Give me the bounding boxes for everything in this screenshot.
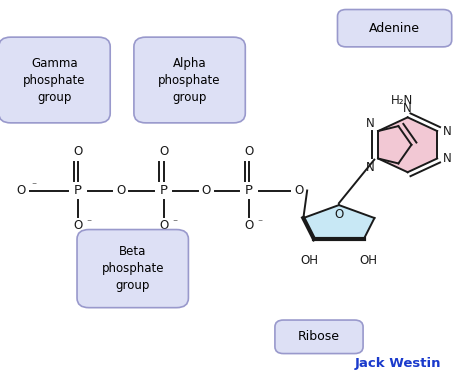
Text: P: P [74, 184, 82, 197]
Polygon shape [303, 205, 374, 239]
FancyBboxPatch shape [77, 229, 189, 308]
Text: O: O [244, 145, 254, 158]
Text: N: N [443, 125, 452, 138]
Text: Beta
phosphate
group: Beta phosphate group [101, 245, 164, 292]
Text: N: N [365, 117, 374, 130]
Text: ⁻: ⁻ [172, 218, 177, 228]
Text: H₂N: H₂N [391, 94, 413, 107]
Text: O: O [159, 145, 168, 158]
Text: Ribose: Ribose [298, 330, 340, 343]
Text: O: O [116, 184, 126, 197]
Text: N: N [443, 152, 452, 165]
Text: ⁻: ⁻ [87, 218, 92, 228]
Text: ⁻: ⁻ [257, 218, 263, 228]
Polygon shape [378, 126, 411, 163]
Polygon shape [378, 117, 437, 172]
Text: O: O [159, 219, 168, 232]
FancyBboxPatch shape [134, 37, 246, 123]
Text: O: O [334, 208, 344, 221]
Text: O: O [17, 184, 26, 197]
Text: O: O [294, 184, 303, 197]
FancyBboxPatch shape [337, 10, 452, 47]
Text: N: N [365, 161, 374, 174]
Text: P: P [245, 184, 253, 197]
Text: Adenine: Adenine [369, 22, 420, 35]
Text: P: P [160, 184, 167, 197]
Text: Jack Westin: Jack Westin [355, 357, 441, 370]
Text: ⁻: ⁻ [31, 181, 36, 191]
Text: O: O [244, 219, 254, 232]
Text: OH: OH [301, 254, 318, 267]
Text: O: O [73, 145, 83, 158]
Text: N: N [403, 102, 412, 115]
Text: OH: OH [360, 254, 377, 267]
Text: Gamma
phosphate
group: Gamma phosphate group [23, 56, 86, 104]
Text: O: O [73, 219, 83, 232]
FancyBboxPatch shape [0, 37, 110, 123]
FancyBboxPatch shape [275, 320, 363, 354]
Text: Alpha
phosphate
group: Alpha phosphate group [158, 56, 221, 104]
Text: O: O [201, 184, 211, 197]
